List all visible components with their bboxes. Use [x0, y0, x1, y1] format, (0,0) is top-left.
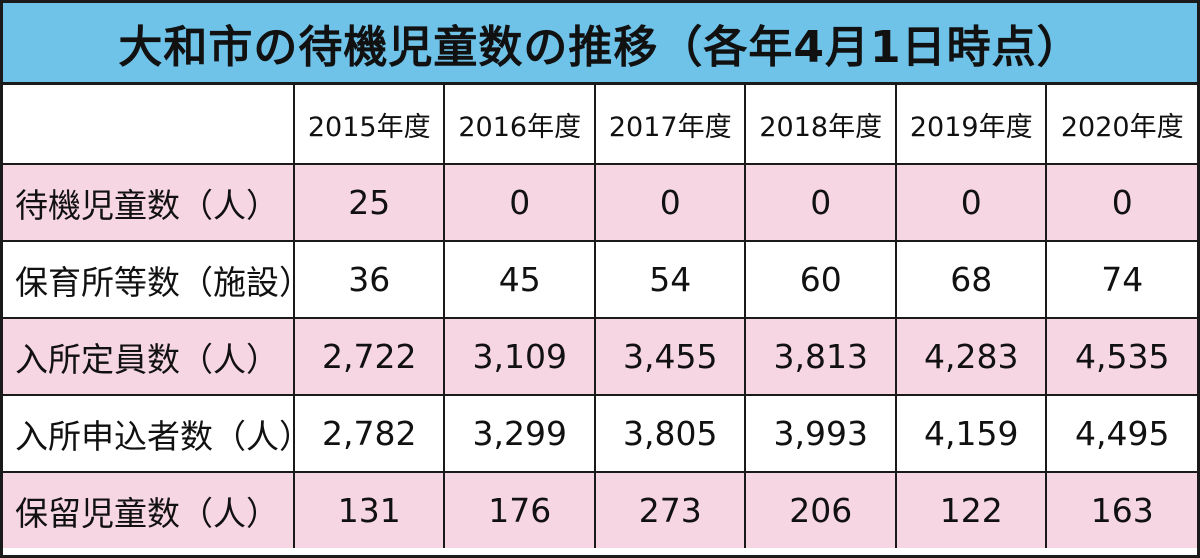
header-row: 2015年度 2016年度 2017年度 2018年度 2019年度 2020年… — [3, 85, 1197, 165]
table-row-facilities: 保育所等数（施設） 36 45 54 60 68 74 — [3, 240, 1197, 319]
table-cell: 206 — [744, 471, 897, 548]
table-cell: 2,722 — [292, 317, 446, 396]
row-label: 保留児童数（人） — [3, 471, 295, 548]
table-cell: 0 — [443, 163, 596, 242]
column-header-2020: 2020年度 — [1045, 85, 1197, 165]
table-cell: 25 — [292, 163, 446, 242]
table-row-pending-children: 保留児童数（人） 131 176 273 206 122 163 — [3, 471, 1197, 548]
table-cell: 4,159 — [894, 394, 1048, 473]
table-cell: 163 — [1045, 471, 1197, 548]
row-label: 待機児童数（人） — [3, 163, 295, 242]
table-cell: 176 — [443, 471, 596, 548]
data-table: 2015年度 2016年度 2017年度 2018年度 2019年度 2020年… — [3, 85, 1197, 548]
row-label: 入所定員数（人） — [3, 317, 295, 396]
table-cell: 3,805 — [593, 394, 747, 473]
table-row-capacity: 入所定員数（人） 2,722 3,109 3,455 3,813 4,283 4… — [3, 317, 1197, 396]
table-cell: 36 — [292, 240, 446, 319]
column-header-2019: 2019年度 — [894, 85, 1048, 165]
column-header-2015: 2015年度 — [292, 85, 446, 165]
table-cell: 3,993 — [744, 394, 897, 473]
table-cell: 3,109 — [443, 317, 596, 396]
table-cell: 3,455 — [593, 317, 747, 396]
table-title: 大和市の待機児童数の推移（各年4月1日時点） — [118, 21, 1082, 73]
table-cell: 68 — [894, 240, 1048, 319]
table-cell: 45 — [443, 240, 596, 319]
table-cell: 60 — [744, 240, 897, 319]
row-label: 入所申込者数（人） — [3, 394, 295, 473]
column-header-2017: 2017年度 — [593, 85, 747, 165]
row-label: 保育所等数（施設） — [3, 240, 295, 319]
table-cell: 0 — [744, 163, 897, 242]
column-header-2016: 2016年度 — [443, 85, 596, 165]
table-cell: 54 — [593, 240, 747, 319]
table-cell: 0 — [593, 163, 747, 242]
table-cell: 4,495 — [1045, 394, 1197, 473]
table-row-applicants: 入所申込者数（人） 2,782 3,299 3,805 3,993 4,159 … — [3, 394, 1197, 473]
column-header-2018: 2018年度 — [744, 85, 897, 165]
table-cell: 273 — [593, 471, 747, 548]
table-cell: 3,299 — [443, 394, 596, 473]
table-cell: 3,813 — [744, 317, 897, 396]
table-cell: 122 — [894, 471, 1048, 548]
title-bar: 大和市の待機児童数の推移（各年4月1日時点） — [3, 3, 1197, 85]
table-row-waiting-children: 待機児童数（人） 25 0 0 0 0 0 — [3, 163, 1197, 242]
table-cell: 0 — [894, 163, 1048, 242]
corner-cell — [3, 85, 295, 165]
table-cell: 74 — [1045, 240, 1197, 319]
table-cell: 4,283 — [894, 317, 1048, 396]
table-cell: 131 — [292, 471, 446, 548]
table-cell: 4,535 — [1045, 317, 1197, 396]
table-cell: 2,782 — [292, 394, 446, 473]
table-cell: 0 — [1045, 163, 1197, 242]
